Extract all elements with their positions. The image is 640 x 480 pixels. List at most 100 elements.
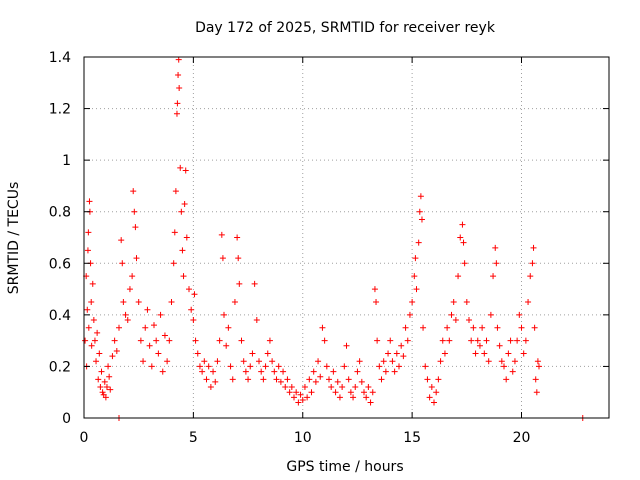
data-point bbox=[192, 337, 199, 344]
plot-frame bbox=[83, 56, 610, 419]
y-tick-label: 0.4 bbox=[49, 308, 71, 324]
data-point bbox=[180, 273, 187, 280]
data-point bbox=[416, 208, 423, 215]
data-point bbox=[420, 324, 427, 331]
data-point bbox=[157, 311, 164, 318]
data-point bbox=[400, 353, 407, 360]
data-point bbox=[319, 324, 326, 331]
data-point bbox=[103, 384, 110, 391]
y-tick-label: 1.2 bbox=[49, 102, 71, 118]
data-point bbox=[452, 317, 459, 324]
data-point bbox=[245, 376, 252, 383]
data-point bbox=[120, 298, 127, 305]
data-point bbox=[472, 350, 479, 357]
data-point bbox=[343, 342, 350, 349]
data-point bbox=[98, 368, 105, 375]
data-point bbox=[509, 368, 516, 375]
data-point bbox=[398, 342, 405, 349]
data-point bbox=[496, 342, 503, 349]
data-point bbox=[402, 324, 409, 331]
data-point bbox=[494, 324, 501, 331]
data-point bbox=[441, 350, 448, 357]
data-point bbox=[479, 324, 486, 331]
data-point bbox=[172, 188, 179, 195]
data-point bbox=[137, 337, 144, 344]
data-point bbox=[520, 350, 527, 357]
data-point bbox=[332, 389, 339, 396]
data-point bbox=[511, 358, 518, 365]
y-tick-label: 1.4 bbox=[49, 50, 71, 66]
data-point bbox=[102, 394, 109, 401]
data-point bbox=[487, 311, 494, 318]
data-point bbox=[412, 255, 419, 262]
data-point bbox=[170, 260, 177, 267]
y-tick-labels: 0 0.2 0.4 0.6 0.8 1 1.2 1.4 bbox=[49, 50, 71, 427]
data-point bbox=[88, 342, 95, 349]
data-point bbox=[354, 368, 361, 375]
data-point bbox=[417, 193, 424, 200]
data-point bbox=[378, 376, 385, 383]
data-point bbox=[391, 368, 398, 375]
data-point bbox=[501, 363, 507, 370]
chart-grid bbox=[84, 57, 609, 418]
x-tick-labels: 0 5 10 15 20 bbox=[80, 430, 531, 446]
data-point bbox=[131, 208, 138, 215]
data-point bbox=[363, 394, 370, 401]
data-point bbox=[155, 350, 162, 357]
data-point bbox=[323, 363, 330, 370]
data-point bbox=[203, 376, 210, 383]
y-axis-label: SRMTID / TECUs bbox=[6, 182, 22, 295]
data-point bbox=[251, 280, 258, 287]
data-point bbox=[330, 368, 337, 375]
data-point bbox=[284, 376, 291, 383]
data-point bbox=[415, 239, 422, 246]
data-point bbox=[260, 376, 267, 383]
data-point bbox=[295, 399, 302, 406]
data-point bbox=[214, 358, 221, 365]
data-point bbox=[109, 353, 116, 360]
data-point bbox=[96, 350, 103, 357]
data-point bbox=[133, 255, 140, 262]
data-point bbox=[229, 376, 236, 383]
data-point bbox=[336, 394, 343, 401]
data-point bbox=[106, 373, 113, 380]
data-point bbox=[466, 317, 472, 324]
data-point bbox=[326, 376, 332, 383]
data-point bbox=[223, 342, 230, 349]
data-point bbox=[373, 298, 380, 305]
data-point bbox=[418, 216, 425, 223]
data-point bbox=[240, 358, 247, 365]
data-point bbox=[371, 286, 378, 293]
data-point bbox=[301, 384, 308, 391]
data-point bbox=[317, 373, 324, 380]
data-point bbox=[286, 389, 293, 396]
data-point bbox=[126, 286, 133, 293]
data-point bbox=[85, 229, 92, 236]
data-point bbox=[153, 337, 160, 344]
data-point bbox=[424, 376, 431, 383]
data-point bbox=[288, 384, 295, 391]
data-point bbox=[159, 368, 166, 375]
data-point bbox=[181, 200, 188, 207]
data-point bbox=[530, 244, 537, 251]
data-point bbox=[93, 358, 100, 365]
data-point bbox=[367, 399, 374, 406]
data-point bbox=[413, 286, 420, 293]
data-point bbox=[124, 317, 131, 324]
data-point bbox=[450, 298, 457, 305]
data-point bbox=[235, 255, 242, 262]
data-point bbox=[498, 358, 505, 365]
data-point bbox=[161, 332, 168, 339]
data-point bbox=[448, 311, 455, 318]
data-point bbox=[463, 298, 470, 305]
data-point bbox=[84, 247, 91, 254]
data-point bbox=[269, 358, 276, 365]
data-point bbox=[135, 298, 142, 305]
data-point bbox=[166, 337, 173, 344]
y-tick-label: 0.6 bbox=[49, 256, 71, 272]
data-point bbox=[483, 337, 490, 344]
data-point bbox=[493, 260, 500, 267]
data-point bbox=[201, 358, 208, 365]
data-point bbox=[406, 311, 413, 318]
